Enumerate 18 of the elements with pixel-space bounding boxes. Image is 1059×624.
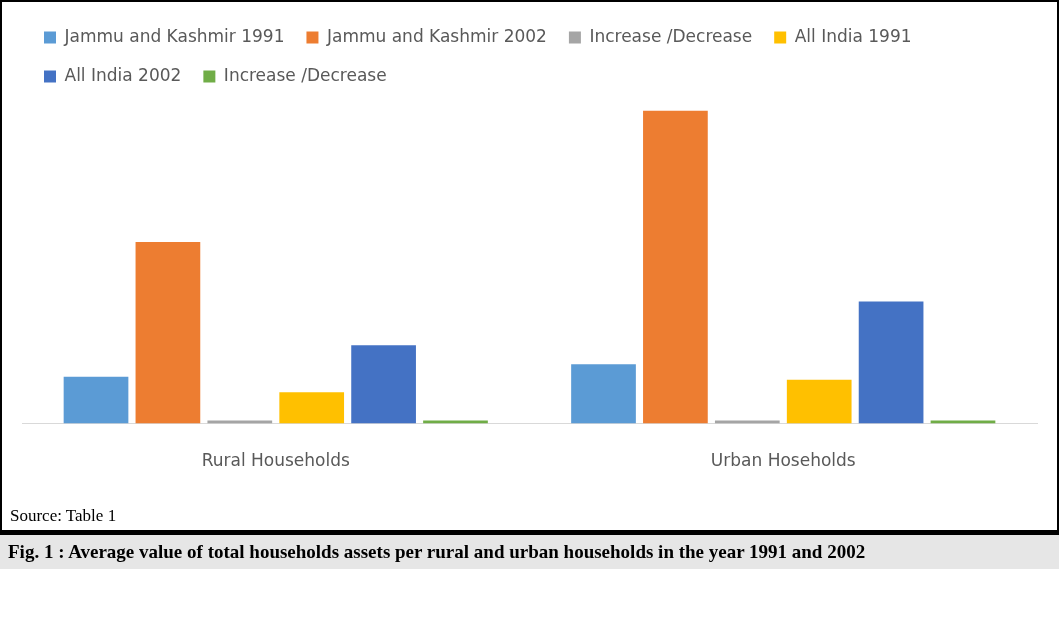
- x-tick-label: Urban Hoseholds: [710, 450, 856, 471]
- text: Fig. 1 : Average value of total households assets per rural and urban households in the year 1991 and 2002: [0, 535, 1059, 569]
- x-tick-label: Rural Households: [201, 450, 350, 471]
- bar: [858, 301, 924, 424]
- bar: [63, 376, 129, 424]
- legend-label: Increase /Decrease: [589, 25, 753, 46]
- bar: [135, 242, 201, 424]
- legend-label: All India 2002: [64, 64, 182, 85]
- bar: [351, 345, 416, 424]
- source-note: Source: Table 1: [2, 502, 1057, 533]
- bar: [571, 364, 636, 424]
- legend-label: Jammu and Kashmir 2002: [325, 25, 547, 46]
- bar: [786, 379, 852, 424]
- legend-label: All India 1991: [794, 25, 912, 46]
- legend-label: Increase /Decrease: [223, 64, 387, 85]
- bar: [279, 392, 345, 424]
- legend-label: Jammu and Kashmir 1991: [63, 25, 285, 46]
- bar: [643, 110, 708, 424]
